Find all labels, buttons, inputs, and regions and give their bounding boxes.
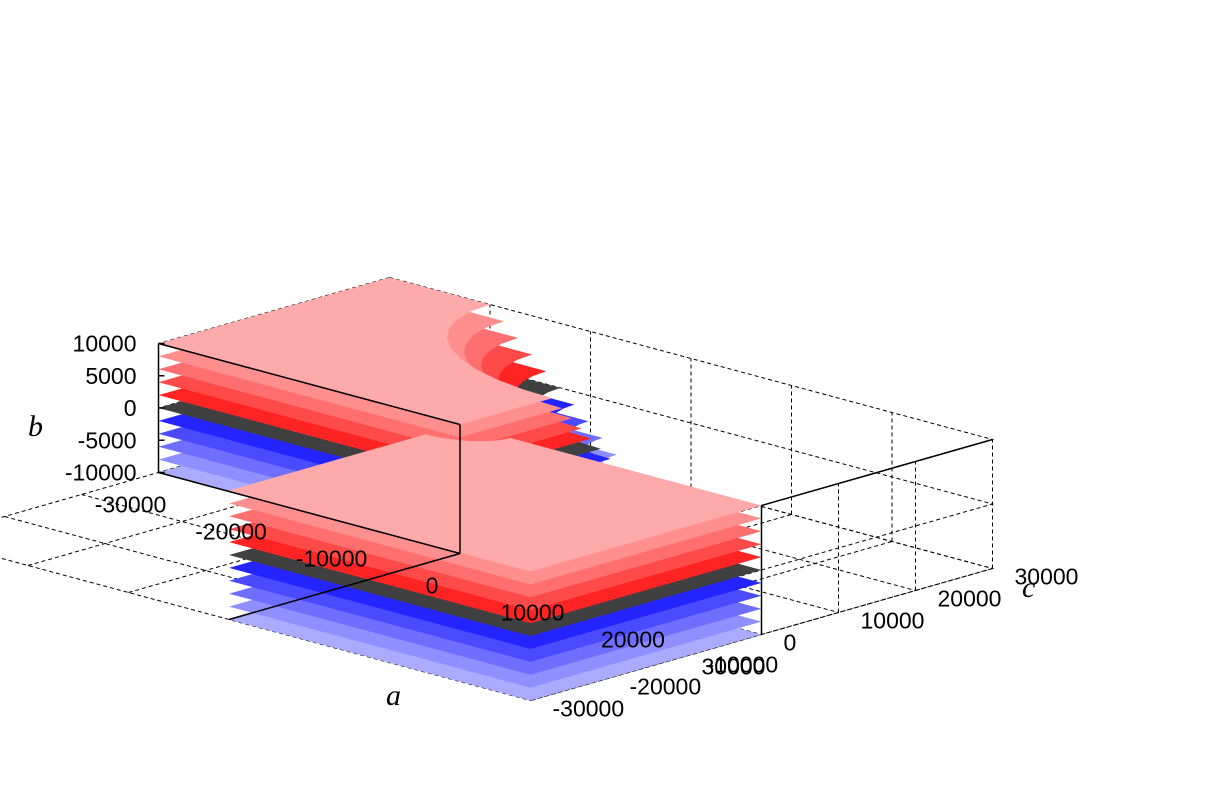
- left-layer: [158, 277, 553, 425]
- box-edge: [228, 552, 461, 621]
- a-tick-label: -30000: [95, 492, 167, 518]
- c-tick-label: -30000: [553, 696, 625, 722]
- c-tick-label: 0: [784, 630, 797, 656]
- c-tick-label: -20000: [630, 674, 702, 700]
- box-edge: [761, 438, 993, 507]
- a-tick-label: -20000: [195, 519, 267, 545]
- a-tick-label: -10000: [296, 546, 368, 572]
- floor-gridline: [312, 428, 916, 591]
- a-tick-label: 10000: [501, 600, 565, 626]
- c-axis-ticks: 30000 20000 10000 0-10000-20000-30000: [553, 564, 1079, 722]
- right-layer-stack: [229, 424, 762, 701]
- a-axis-label: a: [386, 679, 401, 712]
- b-tick-label: 10000: [73, 331, 137, 357]
- b-tick-label: 0: [124, 395, 137, 421]
- c-tick-label: 30000: [1015, 564, 1079, 590]
- a-axis-ticks: -30000 -20000 -10000 0 10000 20000 30000: [95, 492, 766, 680]
- box-edge: [158, 342, 461, 426]
- c-tick-label: 20000: [938, 586, 1002, 612]
- b-tick-label: -10000: [65, 460, 137, 486]
- a-tick-label: 0: [426, 573, 439, 599]
- b-tick-label: -5000: [78, 427, 137, 453]
- a-tick-label: 20000: [601, 627, 665, 653]
- b-axis-label: b: [28, 410, 43, 443]
- right-layer: [229, 424, 762, 572]
- c-axis-label: c: [1022, 571, 1035, 604]
- box-edge: [158, 471, 461, 555]
- floor-gridline: [389, 406, 993, 569]
- b-axis-ticks: 10000 5000 0 -5000 -10000: [65, 331, 165, 486]
- c-tick-label: 10000: [861, 608, 925, 634]
- c-tick-label: -10000: [707, 652, 779, 678]
- b-tick-label: 5000: [85, 363, 136, 389]
- a-tick-label: 30000: [702, 654, 766, 680]
